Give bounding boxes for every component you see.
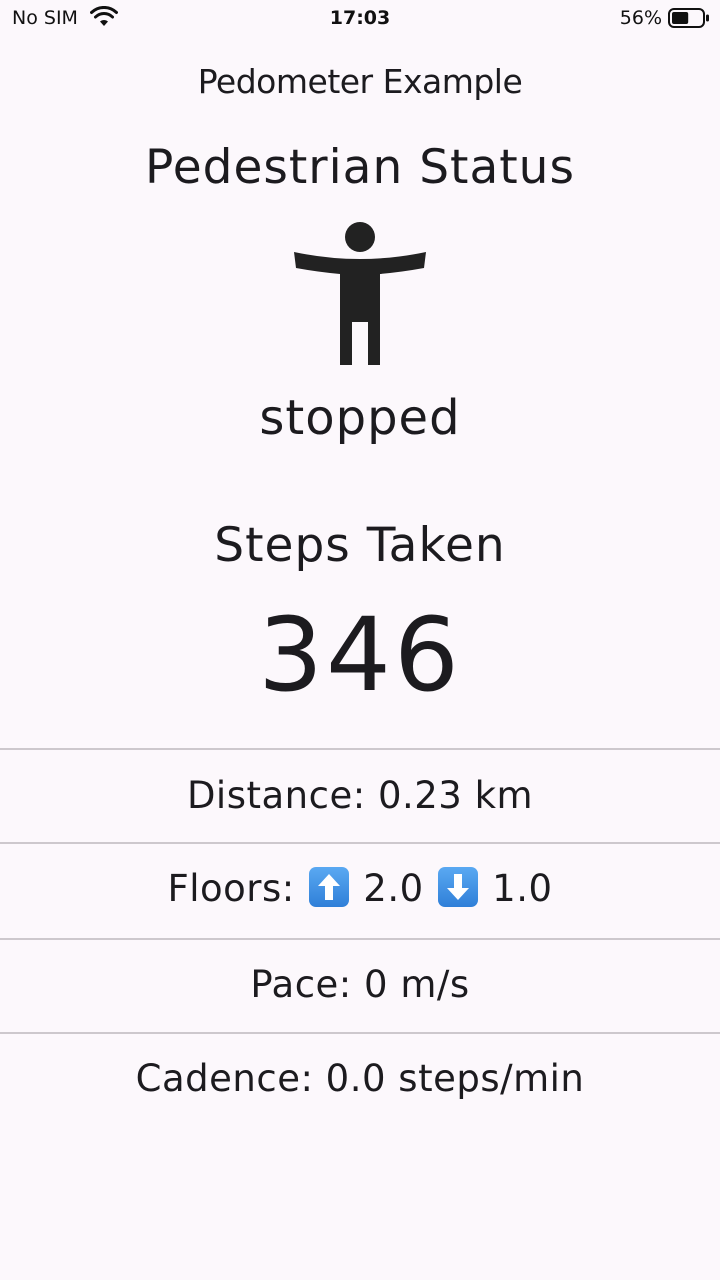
pedestrian-status-heading: Pedestrian Status	[145, 140, 575, 195]
divider	[0, 938, 720, 940]
cadence-label: Cadence: 0.0 steps/min	[135, 1057, 585, 1100]
divider	[0, 748, 720, 750]
steps-taken-heading: Steps Taken	[214, 518, 506, 573]
battery-percent: 56%	[619, 7, 662, 29]
floors-row: Floors: 2.0 1.0	[0, 867, 720, 910]
status-bar: No SIM 17:03 56%	[0, 0, 720, 40]
battery-icon	[668, 8, 709, 28]
divider	[0, 842, 720, 844]
floors-up-value: 2.0	[363, 867, 424, 910]
arrow-down-icon	[437, 867, 478, 907]
floors-label: Floors:	[167, 867, 295, 910]
standing-person-icon	[294, 222, 426, 365]
floors-down-value: 1.0	[492, 867, 553, 910]
pace-label: Pace: 0 m/s	[250, 963, 470, 1006]
pedestrian-status-value: stopped	[259, 390, 461, 446]
wifi-icon	[90, 6, 118, 26]
carrier-label: No SIM	[12, 7, 78, 29]
clock: 17:03	[329, 7, 391, 29]
steps-count: 346	[258, 596, 462, 715]
divider	[0, 1032, 720, 1034]
app-title: Pedometer Example	[197, 62, 523, 101]
arrow-up-icon	[309, 867, 350, 907]
distance-label: Distance: 0.23 km	[186, 774, 534, 817]
